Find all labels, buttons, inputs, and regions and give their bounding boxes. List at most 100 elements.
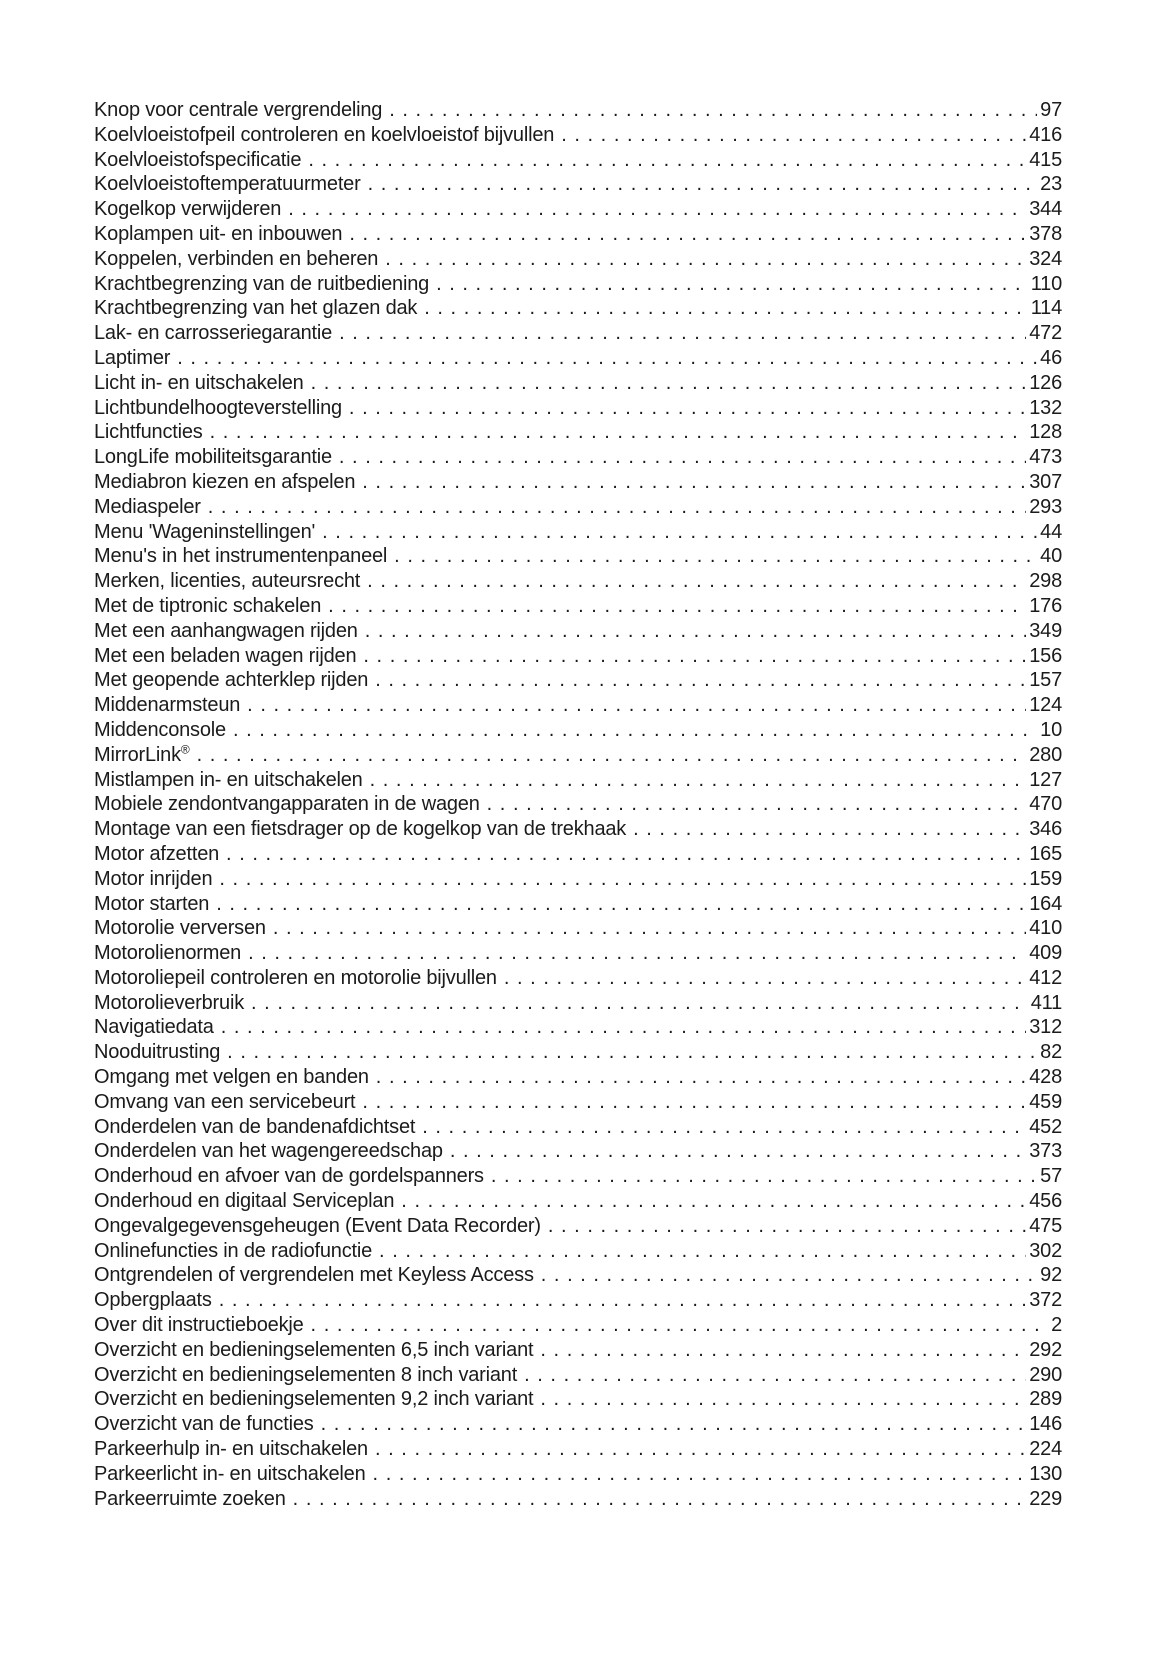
entry-title: Met geopende achterklep rijden: [94, 669, 369, 692]
dot-leader: [389, 99, 1037, 124]
index-entry: Opbergplaats 372: [94, 1289, 1062, 1314]
entry-title: MirrorLink®: [94, 742, 190, 766]
dot-leader: [311, 372, 1027, 397]
index-entry: Ontgrendelen of vergrendelen met Keyless…: [94, 1264, 1062, 1289]
index-entry: Mediaspeler 293: [94, 496, 1062, 521]
index-entry: Koelvloeistofpeil controleren en koelvlo…: [94, 124, 1062, 149]
dot-leader: [540, 1388, 1026, 1413]
entry-page-number: 302: [1029, 1239, 1062, 1262]
dot-leader: [251, 992, 1028, 1017]
entry-title: Ontgrendelen of vergrendelen met Keyless…: [94, 1264, 534, 1287]
dot-leader: [375, 669, 1026, 694]
entry-page-number: 475: [1029, 1214, 1062, 1237]
dot-leader: [487, 793, 1027, 818]
entry-title: Lichtbundelhoogteverstelling: [94, 396, 342, 419]
index-entry: Overzicht en bedieningselementen 9,2 inc…: [94, 1388, 1062, 1413]
dot-leader: [227, 1041, 1037, 1066]
entry-title: Motorolie verversen: [94, 917, 266, 940]
dot-leader: [233, 719, 1037, 744]
entry-page-number: 290: [1029, 1363, 1062, 1386]
dot-leader: [311, 1314, 1049, 1339]
entry-page-number: 456: [1029, 1190, 1062, 1213]
entry-title: Met een aanhangwagen rijden: [94, 619, 358, 642]
entry-title: Koelvloeistofpeil controleren en koelvlo…: [94, 123, 555, 146]
dot-leader: [293, 1488, 1027, 1513]
entry-title: Motor afzetten: [94, 842, 220, 865]
entry-page-number: 164: [1029, 892, 1062, 915]
entry-page-number: 2: [1051, 1314, 1062, 1337]
index-entry: Met geopende achterklep rijden 157: [94, 669, 1062, 694]
entry-page-number: 224: [1029, 1438, 1062, 1461]
entry-page-number: 410: [1029, 917, 1062, 940]
entry-page-number: 412: [1029, 966, 1062, 989]
dot-leader: [375, 1438, 1026, 1463]
dot-leader: [401, 1190, 1026, 1215]
entry-title: Montage van een fietsdrager op de kogelk…: [94, 818, 627, 841]
index-entry: MirrorLink® 280: [94, 742, 1062, 769]
dot-leader: [548, 1215, 1026, 1240]
dot-leader: [365, 620, 1027, 645]
entry-page-number: 124: [1029, 694, 1062, 717]
index-entry: Licht in- en uitschakelen 126: [94, 372, 1062, 397]
entry-title: Koppelen, verbinden en beheren: [94, 247, 379, 270]
index-entry: Parkeerlicht in- en uitschakelen 130: [94, 1463, 1062, 1488]
index-entry: Met een beladen wagen rijden 156: [94, 645, 1062, 670]
entry-title: Koplampen uit- en inbouwen: [94, 222, 343, 245]
entry-page-number: 229: [1029, 1487, 1062, 1510]
entry-title: Licht in- en uitschakelen: [94, 371, 304, 394]
index-entry: Motor afzetten 165: [94, 843, 1062, 868]
entry-page-number: 470: [1029, 793, 1062, 816]
index-entry: Motor inrijden 159: [94, 868, 1062, 893]
entry-page-number: 92: [1040, 1264, 1062, 1287]
entry-title: Overzicht en bedieningselementen 8 inch …: [94, 1363, 518, 1386]
entry-title: Motorolienormen: [94, 942, 242, 965]
dot-leader: [436, 273, 1028, 298]
dot-leader: [373, 1463, 1027, 1488]
dot-leader: [210, 421, 1027, 446]
index-entry: Ongevalgegevensgeheugen (Event Data Reco…: [94, 1215, 1062, 1240]
index-entry: Lak- en carrosseriegarantie 472: [94, 322, 1062, 347]
dot-leader: [362, 1091, 1026, 1116]
dot-leader: [422, 1116, 1026, 1141]
dot-leader: [273, 917, 1026, 942]
entry-page-number: 378: [1029, 222, 1062, 245]
index-entry: Koplampen uit- en inbouwen 378: [94, 223, 1062, 248]
index-entry: Motor starten 164: [94, 893, 1062, 918]
entry-title: Navigatiedata: [94, 1016, 214, 1039]
entry-page-number: 46: [1040, 346, 1062, 369]
entry-title: Middenconsole: [94, 718, 226, 741]
dot-leader: [216, 893, 1026, 918]
dot-leader: [370, 769, 1027, 794]
dot-leader: [339, 322, 1026, 347]
entry-title: Omvang van een servicebeurt: [94, 1090, 356, 1113]
entry-title: Knop voor centrale vergrendeling: [94, 99, 383, 121]
entry-title: Laptimer: [94, 346, 171, 369]
entry-page-number: 114: [1030, 297, 1062, 320]
index-entry: Mistlampen in- en uitschakelen 127: [94, 769, 1062, 794]
entry-page-number: 298: [1029, 570, 1062, 593]
dot-leader: [524, 1364, 1026, 1389]
entry-page-number: 97: [1040, 99, 1062, 121]
index-entry: Koelvloeistofspecificatie 415: [94, 149, 1062, 174]
entry-page-number: 452: [1029, 1115, 1062, 1138]
entry-page-number: 415: [1029, 148, 1062, 171]
index-entry: Lichtbundelhoogteverstelling 132: [94, 397, 1062, 422]
index-entry: Parkeerhulp in- en uitschakelen 224: [94, 1438, 1062, 1463]
entry-page-number: 346: [1029, 818, 1062, 841]
dot-leader: [633, 818, 1026, 843]
entry-title: Koelvloeistofspecificatie: [94, 148, 302, 171]
entry-page-number: 10: [1040, 718, 1062, 741]
index-entry: Nooduitrusting 82: [94, 1041, 1062, 1066]
entry-title: Met de tiptronic schakelen: [94, 594, 322, 617]
dot-leader: [349, 223, 1026, 248]
dot-leader: [226, 843, 1026, 868]
entry-page-number: 349: [1029, 619, 1062, 642]
entry-title: Met een beladen wagen rijden: [94, 644, 357, 667]
index-entry: Over dit instructieboekje 2: [94, 1314, 1062, 1339]
dot-leader: [394, 545, 1037, 570]
entry-title: Menu 'Wageninstellingen': [94, 520, 316, 543]
dot-leader: [197, 744, 1027, 769]
index-entry: Motorolienormen 409: [94, 942, 1062, 967]
dot-leader: [540, 1339, 1026, 1364]
dot-leader: [208, 496, 1026, 521]
